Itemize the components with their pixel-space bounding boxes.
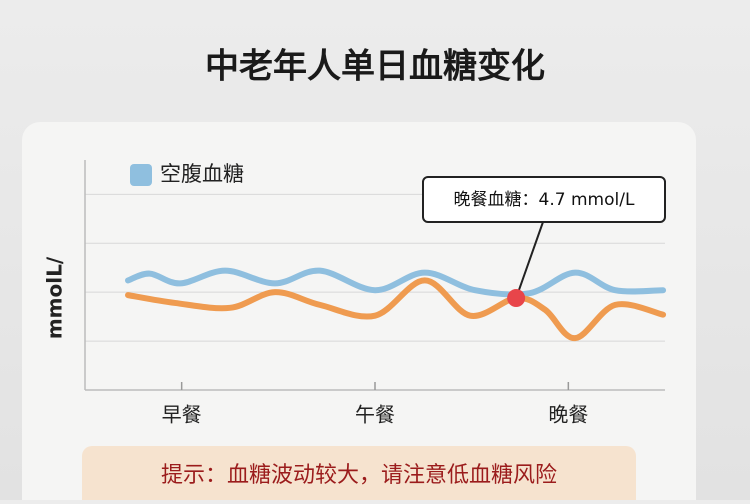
x-tick-label: 早餐 (162, 403, 202, 427)
annotation-box (422, 176, 666, 223)
line-series (125, 267, 667, 298)
y-axis-label: mmolL/ (43, 256, 67, 339)
line-series (125, 277, 667, 342)
x-tick-label: 午餐 (355, 403, 395, 427)
note: 提示：血糖波动较大，请注意低血糖风险 (161, 463, 557, 488)
chart-title: 中老年人单日血糖变化 (205, 47, 545, 87)
annotation-leader (515, 221, 544, 299)
annotation-text: 晚餐血糖：4.7 mmol/L (454, 190, 635, 210)
x-tick-label: 晚餐 (548, 403, 588, 427)
legend-label: 空腹血糖 (160, 162, 244, 186)
annotation-point (507, 289, 526, 308)
legend-swatch (130, 164, 152, 186)
note-box (82, 446, 636, 504)
